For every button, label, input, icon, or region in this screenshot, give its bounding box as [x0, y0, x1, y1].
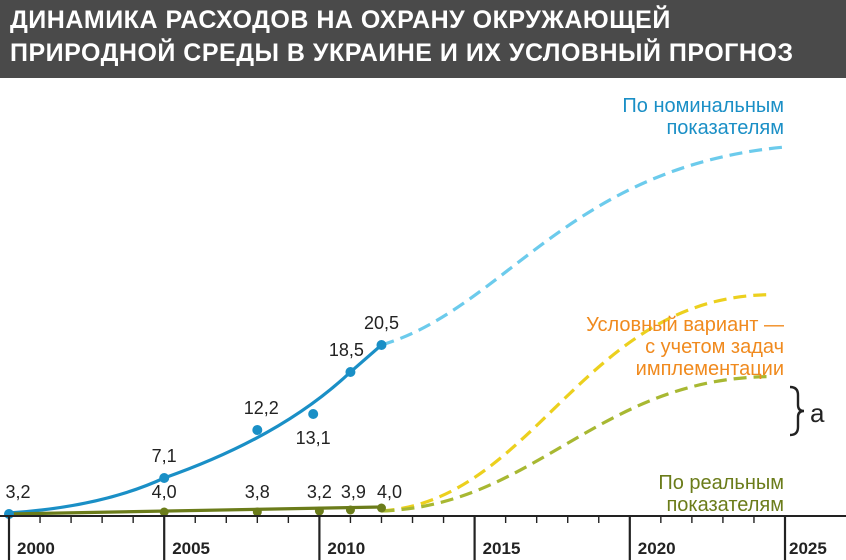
nominal-point: [252, 425, 263, 435]
real-point: [376, 503, 386, 513]
brace-mark: [789, 385, 805, 437]
nominal-forecast-line: [381, 145, 786, 347]
brace-label: а: [810, 398, 825, 428]
nominal-point: [376, 340, 387, 350]
nominal-value-label: 20,5: [364, 313, 399, 333]
real-value-label: 4,0: [152, 482, 177, 502]
chart-title-line-2: ПРИРОДНОЙ СРЕДЫ В УКРАИНЕ И ИХ УСЛОВНЫЙ …: [10, 39, 794, 67]
x-tick-label: 2010: [327, 539, 365, 558]
annotations: 3,2 7,1 12,2 13,1 18,520,5 4,0 3,8 3,2 3,9 4,0 По …: [5, 95, 825, 516]
nominal-series-label: По номинальным: [622, 95, 784, 117]
x-tick-label: 2005: [172, 539, 210, 558]
nominal-point: [345, 367, 356, 377]
nominal-value-label: 7,1: [152, 446, 177, 466]
conditional-series-label: Условный вариант —: [586, 314, 784, 336]
real-value-label: 3,8: [245, 482, 270, 502]
series-layer: [4, 145, 786, 519]
nominal-value-label: 13,1: [296, 428, 331, 448]
x-tick-label: 2000: [17, 539, 55, 558]
conditional-series-label: имплементации: [636, 358, 784, 380]
x-tick-label: 2020: [638, 539, 676, 558]
real-value-label: 3,2: [307, 482, 332, 502]
real-point: [314, 506, 324, 516]
x-tick-label: 2015: [483, 539, 521, 558]
real-value-label: 4,0: [377, 482, 402, 502]
chart-title-line-1: ДИНАМИКА РАСХОДОВ НА ОХРАНУ ОКРУЖАЮЩЕЙ: [10, 6, 671, 34]
real-value-label: 3,9: [341, 482, 366, 502]
conditional-series-label: с учетом задач: [645, 336, 784, 358]
nominal-line: [8, 343, 383, 515]
real-point: [345, 505, 355, 515]
real-series-label: По реальным: [658, 472, 784, 494]
nominal-value-label: 12,2: [244, 398, 279, 418]
real-point: [252, 507, 262, 517]
x-tick-label: 2025: [789, 539, 827, 558]
nominal-value-label: 18,5: [329, 340, 364, 360]
nominal-point: [159, 473, 170, 483]
real-series-label: показателям: [666, 494, 784, 516]
real-point: [159, 507, 169, 517]
conditional-forecast-line: [381, 293, 773, 513]
nominal-value-label: 3,2: [5, 482, 30, 502]
nominal-series-label: показателям: [666, 117, 784, 139]
x-axis: 2000 2005 2010 2015 2020 2025: [0, 515, 846, 560]
nominal-point: [308, 409, 319, 419]
real-forecast-line: [381, 375, 773, 513]
title-bar: ДИНАМИКА РАСХОДОВ НА ОХРАНУ ОКРУЖАЮЩЕЙ П…: [0, 0, 846, 78]
